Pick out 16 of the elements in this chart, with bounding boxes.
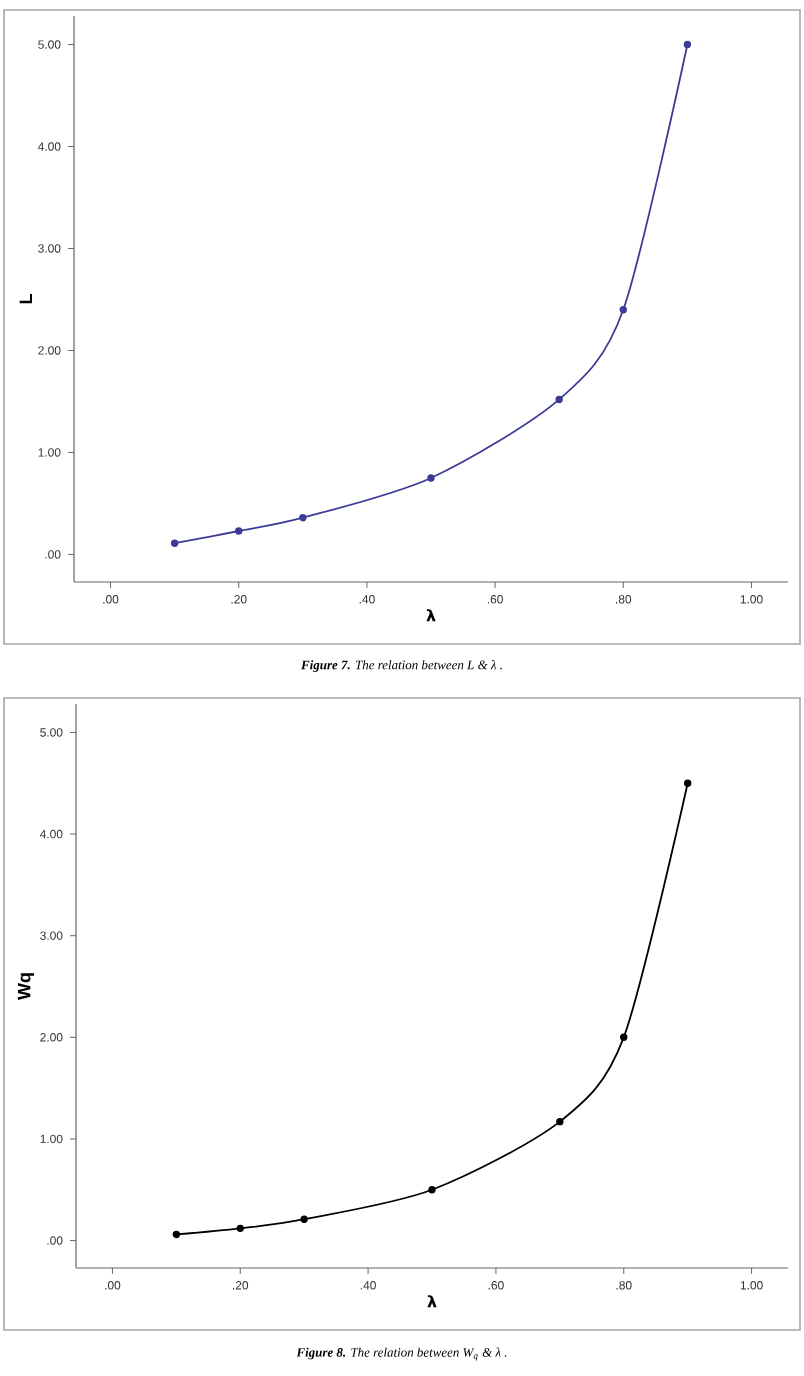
point [683,40,692,49]
point [235,527,243,535]
y-axis-title: L [19,294,33,304]
point [555,395,563,404]
point [299,514,307,522]
point [683,779,692,787]
point [300,1215,308,1223]
y-axis-title: Wq [17,973,35,1000]
point [428,1186,436,1194]
point [620,1033,628,1042]
point [172,1230,181,1239]
point [619,305,627,314]
point [556,1117,564,1126]
point [236,1224,244,1233]
point [427,474,435,482]
point [170,539,179,547]
